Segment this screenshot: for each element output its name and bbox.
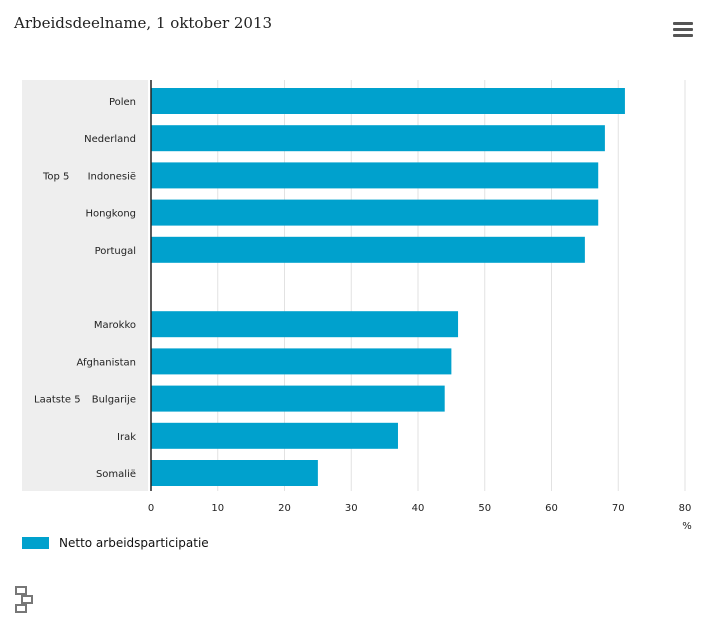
x-tick-label: 80 bbox=[679, 503, 692, 514]
legend-swatch bbox=[22, 537, 49, 549]
bar bbox=[151, 348, 452, 375]
category-label: Hongkong bbox=[85, 209, 136, 220]
x-tick-label: 40 bbox=[412, 503, 425, 514]
group-label: Laatste 5 bbox=[34, 395, 81, 406]
bar bbox=[151, 125, 605, 152]
category-label: Bulgarije bbox=[92, 395, 136, 406]
category-band bbox=[22, 80, 148, 491]
hamburger-menu-icon[interactable] bbox=[673, 22, 693, 38]
bar bbox=[151, 311, 459, 338]
x-tick-label: 20 bbox=[278, 503, 291, 514]
category-label: Afghanistan bbox=[76, 357, 136, 368]
category-label: Portugal bbox=[95, 246, 136, 257]
category-label: Polen bbox=[109, 97, 136, 108]
category-label: Marokko bbox=[94, 320, 136, 331]
bar bbox=[151, 199, 599, 226]
bar bbox=[151, 422, 398, 449]
category-label: Somalië bbox=[96, 469, 136, 480]
category-label: Nederland bbox=[84, 134, 136, 145]
chart-title: Arbeidsdeelname, 1 oktober 2013 bbox=[14, 14, 273, 32]
legend-label: Netto arbeidsparticipatie bbox=[59, 536, 209, 550]
x-tick-label: 70 bbox=[612, 503, 625, 514]
bar bbox=[151, 88, 625, 114]
bar bbox=[151, 162, 599, 189]
x-tick-label: 0 bbox=[148, 503, 154, 514]
x-axis-unit: % bbox=[682, 521, 692, 532]
x-tick-label: 30 bbox=[345, 503, 358, 514]
cbs-logo-icon bbox=[15, 586, 33, 613]
x-tick-label: 50 bbox=[478, 503, 491, 514]
legend: Netto arbeidsparticipatie bbox=[22, 536, 209, 550]
x-tick-label: 60 bbox=[545, 503, 558, 514]
bar bbox=[151, 460, 318, 486]
bar bbox=[151, 385, 445, 412]
x-tick-label: 10 bbox=[211, 503, 224, 514]
group-label: Top 5 bbox=[42, 171, 69, 182]
category-label: Irak bbox=[117, 432, 136, 443]
bar bbox=[151, 236, 585, 263]
category-label: Indonesië bbox=[88, 171, 136, 182]
